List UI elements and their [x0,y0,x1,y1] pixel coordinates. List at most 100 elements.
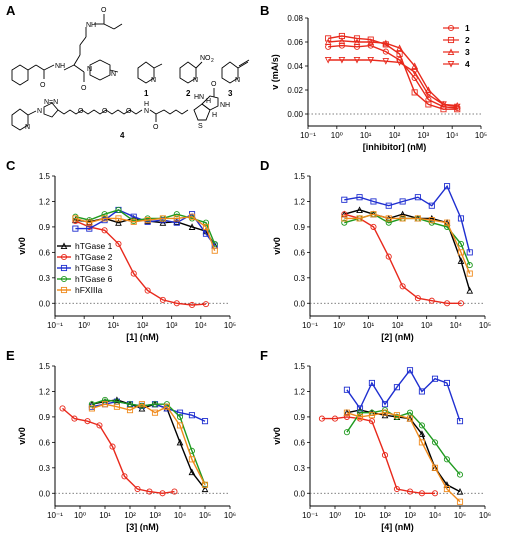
data-point [356,215,363,222]
atom-label: O [126,108,132,115]
series-htgase-3 [343,367,464,425]
data-point [418,388,425,395]
data-point [356,194,363,201]
data-point [84,418,91,425]
series-line [328,59,458,108]
compound-number-2: 2 [186,89,191,98]
data-point [356,413,364,420]
x-tick-label: 10¹ [99,511,111,520]
data-point [431,375,439,382]
data-point [456,418,464,425]
y-tick-label: 0.9 [294,413,306,422]
data-point [202,219,210,226]
atom-label: O [153,124,159,131]
atom-label: N [25,124,30,131]
data-point [201,481,209,488]
x-tick-label: 10³ [421,321,433,330]
pyridine-ring-2 [179,61,197,84]
data-point [163,403,170,410]
data-point [113,403,120,410]
data-point [381,409,389,416]
data-point [201,418,209,425]
pyridine-ring-1 [137,61,155,84]
data-point [343,386,350,393]
data-point [414,295,421,302]
data-point [385,219,392,226]
bond [63,64,75,71]
data-point [86,225,93,232]
bond [35,64,45,71]
data-point [318,415,325,422]
data-point [88,405,95,412]
atom-label: N [111,71,116,78]
series-hfxiiia [341,211,473,277]
x-tick-label: 10⁴ [450,321,463,330]
data-point [367,56,375,64]
data-point [431,490,439,497]
panel-label-e: E [6,348,15,363]
pyridine-ring-3 [221,61,239,84]
data-point [176,409,184,416]
bond [43,64,55,71]
x-tick-label: 10² [137,321,149,330]
data-point [173,211,180,218]
atom-label: N [87,66,92,73]
x-tick-label: 10² [379,511,391,520]
y-tick-label: 0.04 [287,62,303,71]
y-tick-label: 1.5 [294,362,306,371]
legend-label: hTGase 6 [75,274,113,284]
data-point [454,106,461,113]
atom-label: S [198,123,203,130]
peg-linker [57,109,143,115]
data-point [144,217,151,224]
data-point [176,422,184,429]
chart-panel-b: 10⁻¹ 10⁰ 10¹ 10² 10³ 10⁴ 10⁵ 0.00 0.02 0.04 0.06 0.… [270,14,487,152]
data-point [393,412,400,419]
series-line [346,368,461,422]
data-point [60,286,68,294]
bond [27,110,37,116]
series-line [75,220,207,306]
bond [238,59,250,67]
data-point [324,56,332,64]
data-point [370,211,377,218]
biotin-thiolane [193,103,211,121]
data-point [60,275,68,283]
data-point [418,490,425,497]
data-point [173,215,180,222]
data-point [343,429,350,436]
chart-panel-c: 10⁻¹ 10⁰ 10¹ 10² 10³ 10⁴ 10⁵ 0.0 0.3 0.6 0.9 1.2 1.5… [17,172,236,342]
atom-label: N [235,77,240,84]
data-point [431,439,439,446]
y-tick-label: 0.06 [287,38,303,47]
data-point [188,468,196,476]
chemical-structures [11,14,250,131]
y-tick-label: 0.3 [294,464,306,473]
data-point [457,240,465,247]
data-point [382,39,390,47]
y-tick-label: 1.2 [294,387,306,396]
atom-label: H [144,101,149,108]
atom-label: N [193,77,198,84]
data-point [456,471,464,478]
data-point [457,257,465,264]
data-point [411,68,418,76]
bond [109,69,119,73]
series-line [91,399,206,490]
panel-label-a: A [6,3,16,18]
series-line [344,213,461,304]
data-point [414,215,421,222]
data-point [356,206,363,213]
data-point [396,44,403,52]
x-axis-label: [2] (nM) [381,332,414,342]
data-point [370,223,377,230]
data-point [202,301,210,308]
data-point [431,464,439,471]
chart-panel-f: 10⁻¹ 10⁰ 10¹ 10² 10³ 10⁴ 10⁵ 10⁶ 0.0 0.3 0.6 0.9 1.2… [272,362,491,532]
x-tick-label: 10¹ [363,321,375,330]
data-point [368,412,375,419]
data-point [101,211,108,218]
series-htgase-3 [341,183,473,256]
atom-label: N=N [44,99,58,106]
data-point [144,287,151,294]
